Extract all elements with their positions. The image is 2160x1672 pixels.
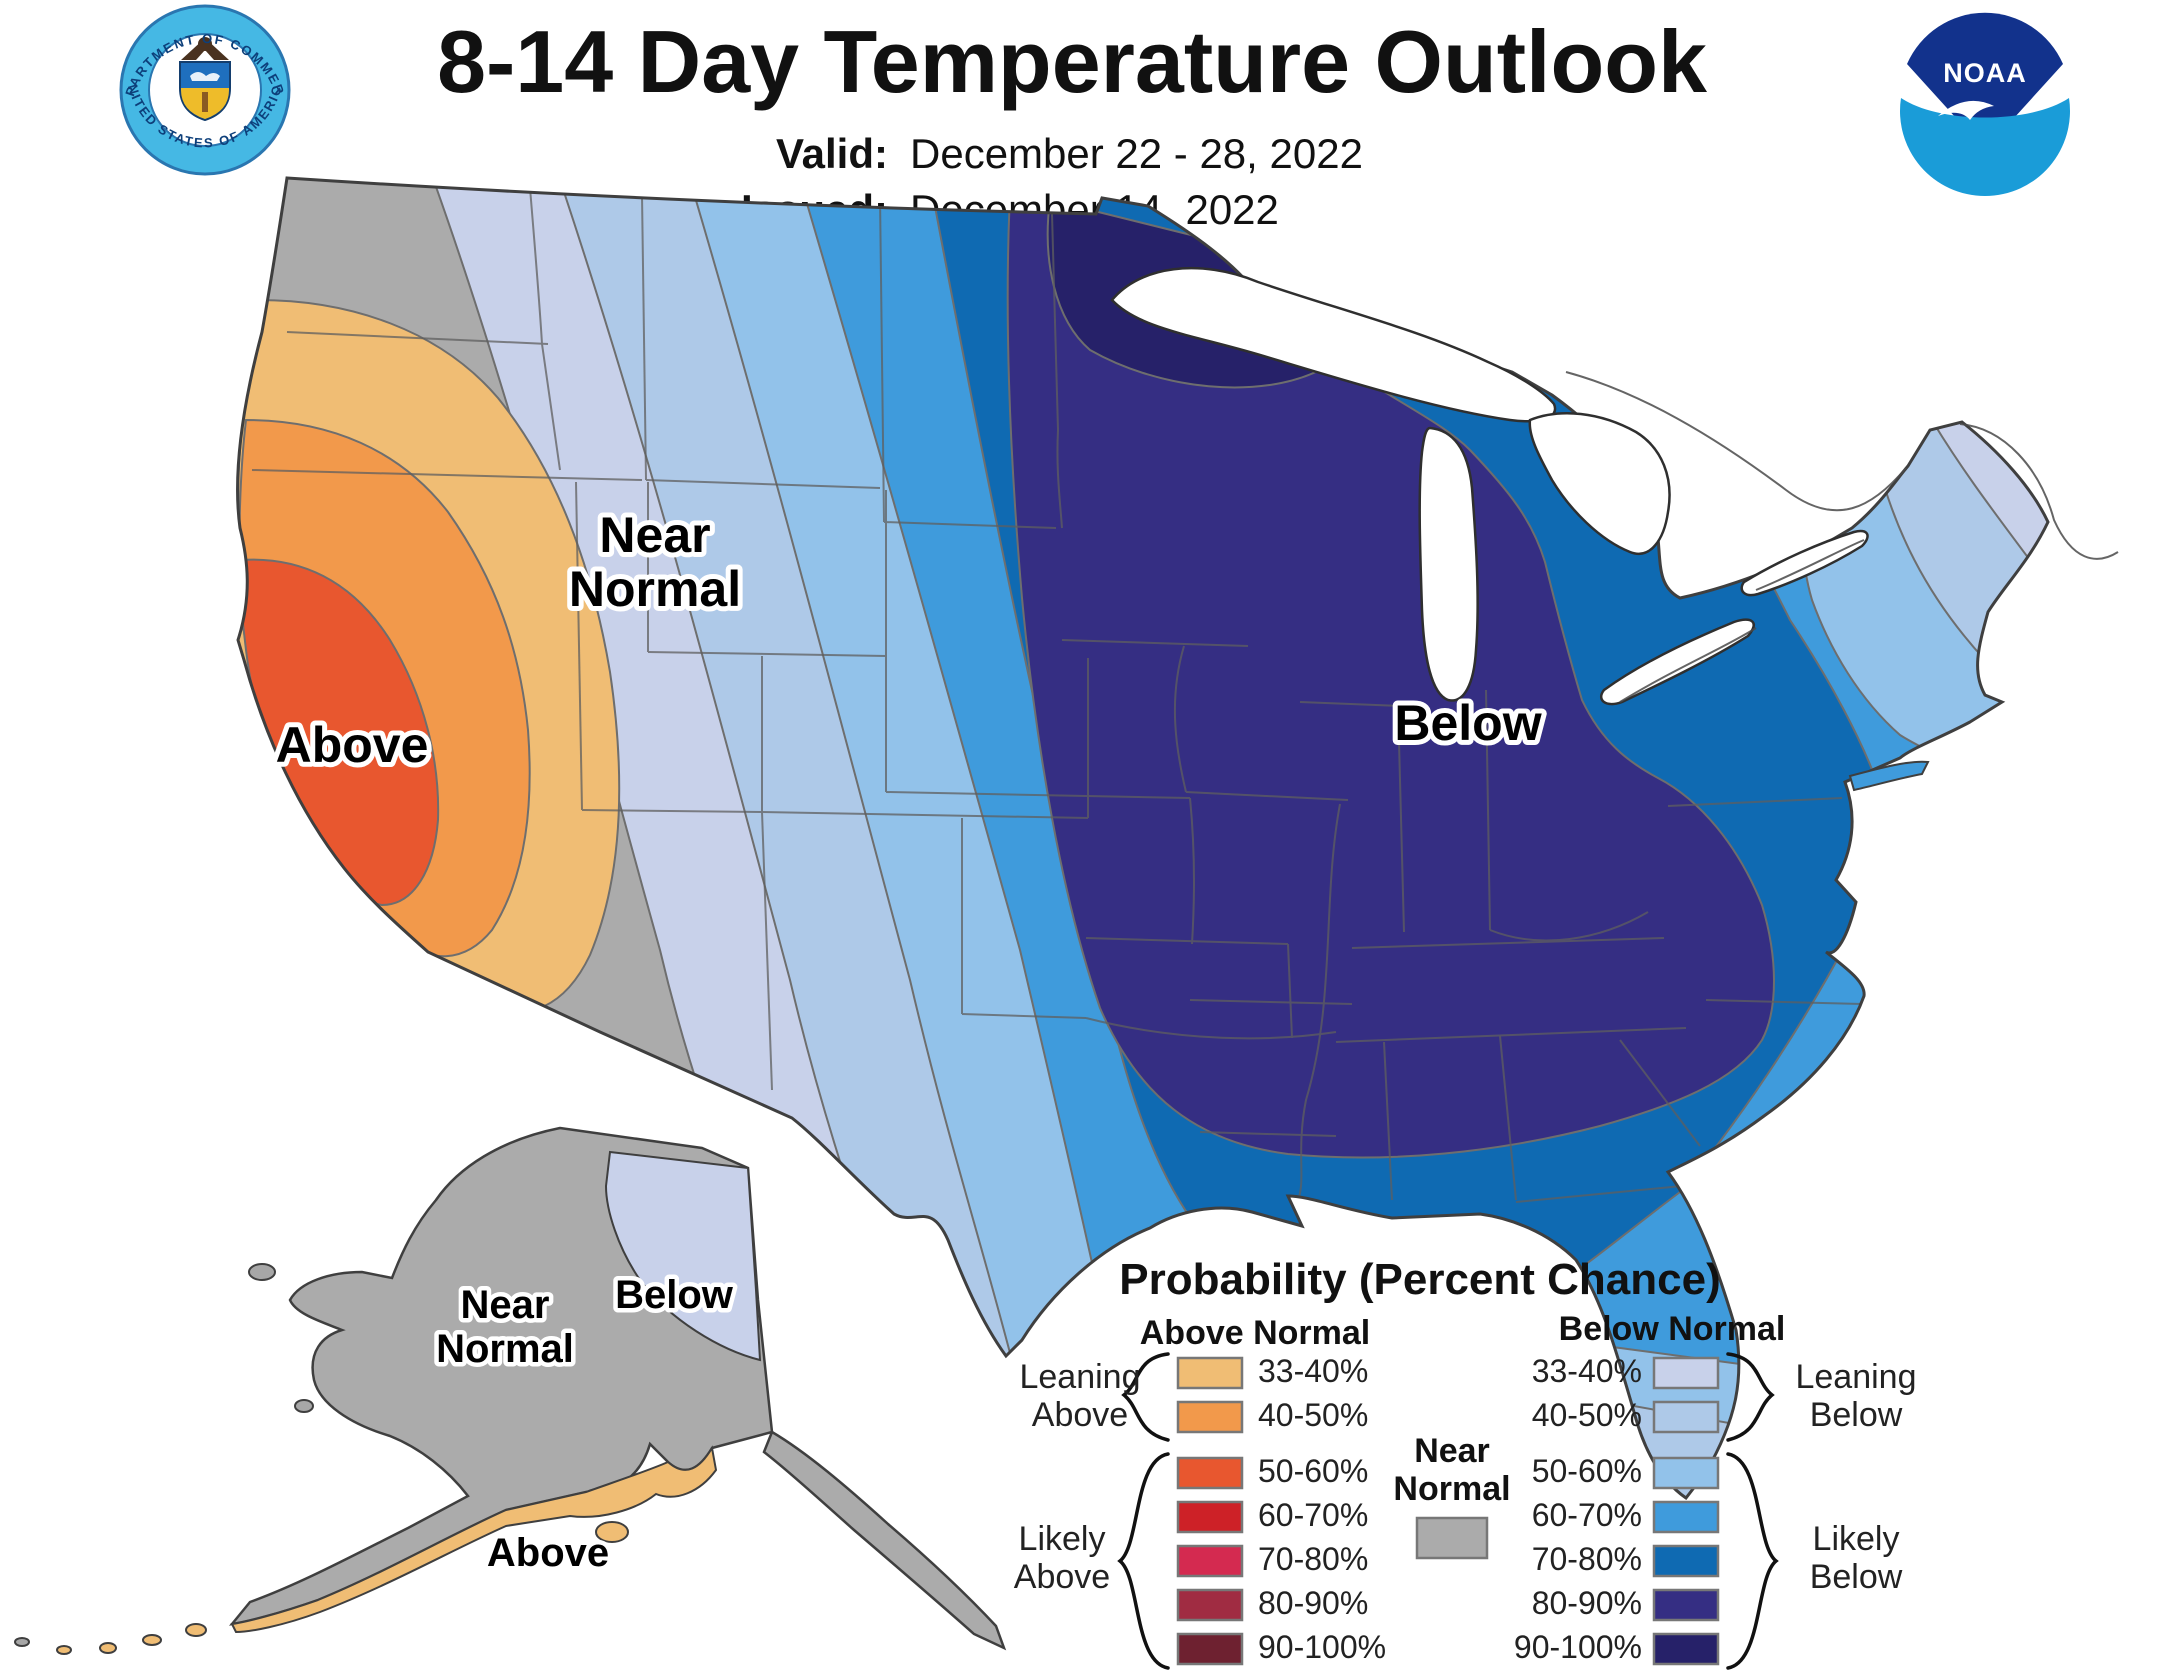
long-island (1848, 760, 1930, 792)
valid-value: December 22 - 28, 2022 (910, 130, 1363, 177)
lake-superior (1110, 266, 1557, 423)
legend-below-column: 33-40% 40-50% 50-60% 60-70% 70-80% 80-90… (1514, 1353, 1720, 1666)
legend-row-label: 60-70% (1258, 1497, 1368, 1533)
legend-row-label: 40-50% (1532, 1397, 1642, 1433)
legend-likely-below-line2: Below (1810, 1558, 1903, 1596)
brace-likely-above (1117, 1452, 1170, 1670)
alaska-near-normal-label-line1: Near (461, 1283, 550, 1327)
legend-row-label: 33-40% (1258, 1353, 1368, 1389)
legend-row-label: 33-40% (1532, 1353, 1642, 1389)
alaska-islands (14, 1263, 629, 1655)
legend: Probability (Percent Chance) Above Norma… (1014, 1255, 1917, 1670)
conus-below-label: Below (1394, 695, 1541, 751)
legend-row-label: 50-60% (1258, 1453, 1368, 1489)
legend-above-header: Above Normal (1140, 1314, 1371, 1352)
legend-swatch (1652, 1500, 1720, 1534)
legend-row-label: 90-100% (1258, 1629, 1386, 1665)
legend-row-label: 60-70% (1532, 1497, 1642, 1533)
conus-near-normal-label-line1: Near (599, 507, 710, 563)
band-below-80-90 (1006, 193, 1775, 1159)
legend-row-label: 70-80% (1532, 1541, 1642, 1577)
lake-michigan (1418, 426, 1479, 702)
alaska-inset: Near Normal Below Above (14, 1126, 1007, 1655)
legend-row-label: 70-80% (1258, 1541, 1368, 1577)
conus-above-label: Above (276, 717, 429, 773)
legend-swatch (1652, 1356, 1720, 1390)
legend-leaning-above-line1: Leaning (1019, 1358, 1140, 1396)
alaska-above-region (230, 1445, 718, 1634)
legend-likely-below-line1: Likely (1813, 1520, 1900, 1558)
legend-swatch (1176, 1356, 1244, 1390)
legend-row-label: 80-90% (1258, 1585, 1368, 1621)
page-title: 8-14 Day Temperature Outlook (437, 12, 1708, 111)
lake-erie (1599, 618, 1755, 706)
great-lakes (1110, 266, 1869, 706)
legend-near-normal: Near Normal (1393, 1432, 1511, 1560)
legend-swatch (1176, 1456, 1244, 1490)
legend-swatch-near-normal (1415, 1516, 1489, 1560)
alaska-near-normal-label-line2: Normal (436, 1327, 574, 1371)
band-above-50-60 (238, 558, 440, 907)
brace-leaning-above (1121, 1352, 1170, 1442)
legend-swatch (1176, 1588, 1244, 1622)
alaska-below-label: Below (615, 1273, 734, 1317)
valid-label: Valid: (776, 130, 888, 177)
legend-below-header: Below Normal (1559, 1310, 1786, 1348)
alaska-below-region (604, 1150, 762, 1362)
legend-swatch (1652, 1588, 1720, 1622)
legend-near-normal-line2: Normal (1393, 1470, 1510, 1508)
legend-leaning-below-line2: Below (1810, 1396, 1903, 1434)
legend-row-label: 40-50% (1258, 1397, 1368, 1433)
legend-swatch (1652, 1632, 1720, 1666)
legend-row-label: 90-100% (1514, 1629, 1642, 1665)
alaska-above-label: Above (487, 1531, 609, 1575)
legend-above-column: 33-40% 40-50% 50-60% 60-70% 70-80% 80-90… (1176, 1353, 1386, 1666)
legend-likely-above-line2: Above (1014, 1558, 1110, 1596)
alaska-panhandle (762, 1430, 1007, 1651)
canada-outline (1565, 371, 2119, 703)
legend-near-normal-line1: Near (1414, 1432, 1490, 1470)
noaa-logo-text: NOAA (1943, 58, 2027, 88)
legend-swatch (1176, 1632, 1244, 1666)
legend-swatch (1652, 1456, 1720, 1490)
legend-likely-above-line1: Likely (1019, 1520, 1106, 1558)
legend-title: Probability (Percent Chance) (1119, 1255, 1720, 1304)
legend-swatch (1176, 1500, 1244, 1534)
conus-near-normal-label-line2: Normal (569, 561, 741, 617)
brace-leaning-below (1726, 1352, 1775, 1442)
lake-ontario (1740, 529, 1869, 597)
commerce-seal-icon: DEPARTMENT OF COMMERCE UNITED STATES OF … (0, 0, 291, 176)
legend-swatch (1176, 1400, 1244, 1434)
legend-leaning-above-line2: Above (1032, 1396, 1128, 1434)
legend-swatch (1176, 1544, 1244, 1578)
legend-swatch (1652, 1400, 1720, 1434)
legend-row-label: 80-90% (1532, 1585, 1642, 1621)
state-borders (251, 187, 1863, 1203)
noaa-logo-icon: NOAA (1900, 7, 2070, 196)
brace-likely-below (1726, 1452, 1779, 1670)
legend-row-label: 50-60% (1532, 1453, 1642, 1489)
lake-huron (1528, 412, 1671, 555)
legend-leaning-below-line1: Leaning (1795, 1358, 1916, 1396)
legend-swatch (1652, 1544, 1720, 1578)
